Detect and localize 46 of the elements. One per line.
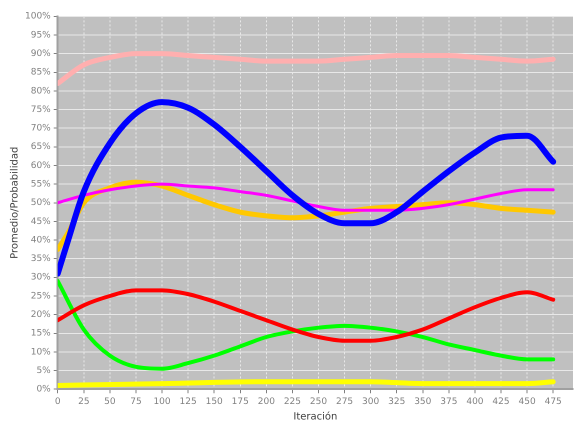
y-tick-label: 5% (36, 366, 52, 376)
x-tick-label: 325 (388, 396, 406, 407)
y-tick-label: 100% (24, 12, 52, 22)
x-axis-title: Iteración (293, 412, 338, 423)
line-series (58, 279, 556, 371)
y-tick-label: 10% (30, 347, 52, 358)
x-tick-label: 475 (544, 396, 562, 407)
x-tick-label: 0 (54, 396, 61, 407)
y-tick-label: 85% (30, 68, 52, 78)
line-series (58, 288, 556, 343)
x-tick-label: 150 (206, 396, 224, 407)
y-tick-label: 80% (30, 86, 52, 96)
x-tick-label: 250 (310, 396, 328, 407)
y-axis-title: Promedio/Probabilidad (10, 146, 21, 259)
y-tick-label: 60% (30, 160, 52, 171)
x-tick-label: 275 (336, 396, 354, 407)
x-tick-label: 375 (440, 396, 458, 407)
y-tick-label: 20% (30, 310, 52, 320)
y-tick-label: 40% (30, 235, 52, 246)
y-tick-label: 95% (30, 30, 52, 40)
y-tick-label: 65% (30, 142, 52, 152)
y-tick-label: 15% (30, 328, 52, 339)
x-tick-label: 100 (153, 396, 171, 407)
y-tick-label: 90% (30, 49, 52, 60)
x-tick-label: 400 (466, 396, 484, 407)
y-tick-label: 0% (36, 384, 52, 395)
x-tick-label: 75 (130, 396, 142, 407)
y-tick-label: 25% (30, 291, 52, 302)
x-tick-label: 200 (258, 396, 276, 407)
x-tick-label: 50 (104, 396, 116, 407)
y-tick-label: 70% (30, 124, 52, 134)
y-tick-label: 30% (30, 272, 52, 283)
x-tick-label: 350 (414, 396, 432, 407)
y-tick-label: 75% (30, 104, 52, 115)
x-tick-label: 225 (284, 396, 302, 407)
x-tick-label: 125 (180, 396, 197, 407)
line-series (58, 182, 555, 212)
y-tick-label: 35% (30, 254, 52, 264)
y-tick-label: 50% (30, 198, 52, 208)
x-tick-label: 425 (492, 396, 510, 407)
y-tick-label: 55% (30, 180, 52, 190)
x-tick-label: 25 (78, 396, 90, 407)
x-tick-label: 450 (518, 396, 536, 407)
x-tick-label: 300 (362, 396, 380, 407)
y-tick-label: 45% (30, 216, 52, 227)
x-tick-label: 175 (232, 396, 249, 407)
